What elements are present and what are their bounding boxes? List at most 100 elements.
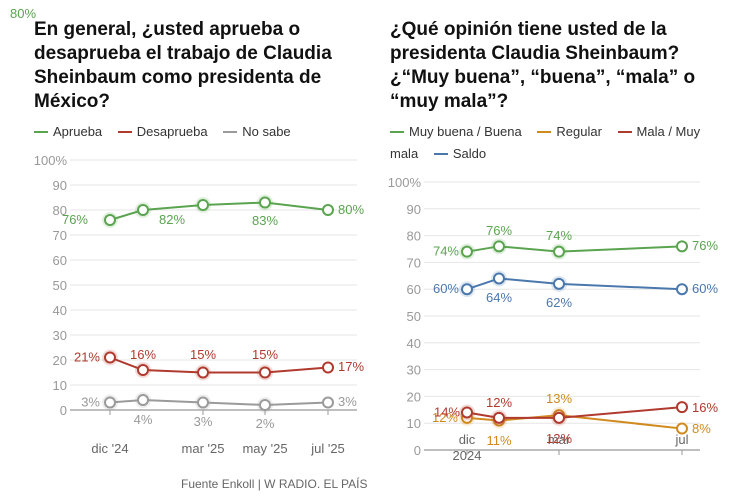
legend-item-saldo: Saldo [433,146,486,161]
data-point [322,361,334,374]
x-tick-label: dic '24 [91,441,128,456]
data-label: 3% [194,414,213,429]
data-point [259,366,271,379]
data-label: 82% [159,212,185,227]
y-tick-label: 80 [53,203,67,218]
y-tick-label: 40 [53,303,67,318]
data-point [553,411,565,424]
data-point [259,196,271,209]
left-chart-title: En general, ¿usted aprueba o desaprueba … [34,19,332,112]
legend-item-no-sabe: No sabe [223,124,291,139]
data-label: 12% [432,410,458,425]
data-label: 16% [692,400,718,415]
data-point [137,364,149,376]
data-point [553,245,565,258]
data-label: 60% [692,281,718,296]
data-label: 4% [134,412,153,427]
data-point [676,240,688,253]
data-point [197,199,209,211]
data-label: 17% [338,359,364,374]
y-tick-label: 20 [53,353,67,368]
y-tick-label: 70 [53,228,67,243]
data-label: 80% [10,6,36,21]
data-label: 3% [81,395,100,410]
left-chart: 0 10 20 30 40 50 60 70 80 90 100% dic '24 mar '25 may… [10,6,364,456]
data-label: 12% [546,431,572,446]
data-label: 76% [62,212,88,227]
y-tick-label: 80 [407,229,421,244]
legend-item-aprueba: Aprueba [34,124,102,139]
series-line [466,245,683,253]
data-label: 14% [434,404,460,419]
y-tick-label: 90 [53,178,67,193]
data-label: 21% [74,350,100,365]
data-point [104,351,116,364]
x-tick-label: jul [674,432,688,447]
y-tick-label: 50 [407,309,421,324]
data-point [259,399,271,411]
data-point [676,401,688,414]
data-label: 76% [486,223,512,238]
right-chart-title: ¿Qué opinión tiene usted de la president… [390,19,696,112]
data-label: 11% [486,433,511,448]
y-tick-label: 100% [388,175,422,190]
data-label: 62% [546,295,572,310]
y-tick-label: 60 [407,282,421,297]
x-tick-label: mar [548,432,571,447]
y-tick-label: 20 [407,389,421,404]
legend-item-muy-buena-buena: Muy buena / Buena [390,124,522,139]
data-label: 74% [433,244,459,259]
legend-item-mala-muy-mala: Mala / Muy mala [390,124,701,161]
data-point [197,366,209,379]
data-point [676,422,688,435]
data-label: 60% [433,281,459,296]
data-point [493,411,505,424]
y-tick-label: 100% [34,153,68,168]
data-point [676,283,688,296]
data-label: 80% [338,202,364,217]
data-label: 2% [256,416,275,431]
data-label: 74% [546,228,572,243]
data-point [493,272,505,285]
data-point [493,240,505,253]
data-label: 13% [546,391,572,406]
y-tick-label: 30 [407,363,421,378]
x-tick-label: dic 2024 [453,432,482,463]
data-point [322,396,334,409]
data-point [104,214,116,226]
series-line [466,406,683,419]
legend-item-desaprueba: Desaprueba [117,124,208,139]
series-line [466,277,683,291]
right-legend: Muy buena / Buena Regular Mala / Muy mal… [390,121,720,165]
y-tick-label: 70 [407,255,421,270]
y-tick-label: 10 [407,416,421,431]
x-tick-label: may '25 [242,441,287,456]
data-label: 76% [692,238,718,253]
data-point [137,204,149,216]
data-label: 83% [252,213,278,228]
right-chart: 0 10 20 30 40 50 60 70 80 90 100% dic 2024 mar jul 74% 7… [388,175,719,463]
data-label: 15% [190,347,216,362]
data-point [137,394,149,406]
data-point [553,277,565,290]
data-point [104,396,116,409]
x-tick-label: mar '25 [182,441,225,456]
data-label: 15% [252,347,278,362]
y-tick-label: 30 [53,328,67,343]
data-point [461,245,473,258]
y-tick-label: 0 [60,403,67,418]
data-label: 16% [130,347,156,362]
left-legend: Aprueba Desaprueba No sabe [34,121,291,143]
y-tick-label: 60 [53,253,67,268]
x-tick-label: jul '25 [310,441,345,456]
legend-item-regular: Regular [537,124,602,139]
data-label: 3% [338,394,357,409]
y-tick-label: 90 [407,202,421,217]
data-label: 64% [486,290,512,305]
y-tick-label: 0 [414,443,421,458]
y-tick-label: 50 [53,278,67,293]
y-tick-label: 40 [407,336,421,351]
source-note: Fuente Enkoll | W RADIO. EL PAÍS [181,477,368,491]
data-point [461,283,473,296]
